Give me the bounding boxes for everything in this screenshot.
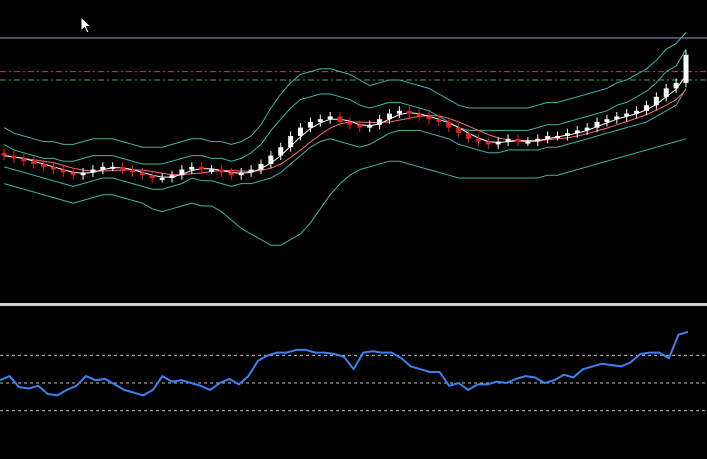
bull-candle bbox=[594, 122, 600, 128]
bear-candle bbox=[456, 127, 462, 134]
bull-candle bbox=[653, 96, 659, 106]
bear-candle bbox=[218, 169, 224, 173]
bear-candle bbox=[41, 164, 47, 167]
bull-candle bbox=[604, 119, 610, 122]
bear-candle bbox=[357, 124, 363, 128]
bear-candle bbox=[129, 169, 135, 173]
bull-candle bbox=[634, 110, 640, 114]
bull-candle bbox=[377, 119, 383, 125]
bull-candle bbox=[535, 138, 541, 142]
bull-candle bbox=[80, 172, 86, 176]
bull-candle bbox=[327, 116, 333, 120]
bull-candle bbox=[298, 127, 304, 136]
bear-candle bbox=[1, 152, 7, 156]
bear-candle bbox=[70, 172, 76, 176]
bull-candle bbox=[367, 124, 373, 128]
bull-candle bbox=[584, 127, 590, 131]
slow-moving-average-line bbox=[3, 89, 687, 176]
bear-candle bbox=[446, 122, 452, 128]
outer-band-line bbox=[3, 138, 687, 246]
bull-candle bbox=[268, 155, 274, 164]
bear-candle bbox=[120, 166, 126, 170]
bull-candle bbox=[169, 175, 175, 178]
oscillator-chart[interactable] bbox=[0, 306, 707, 459]
bull-candle bbox=[555, 136, 561, 138]
price-chart[interactable] bbox=[0, 0, 707, 303]
bear-candle bbox=[31, 161, 37, 164]
bull-candle bbox=[307, 122, 313, 128]
bear-candle bbox=[50, 166, 56, 170]
bull-candle bbox=[248, 169, 254, 173]
bear-candle bbox=[466, 133, 472, 139]
bear-candle bbox=[21, 158, 27, 162]
mouse-pointer-icon bbox=[80, 16, 92, 34]
bull-candle bbox=[614, 116, 620, 120]
bear-candle bbox=[60, 169, 66, 173]
bull-candle bbox=[189, 166, 195, 170]
bull-candle bbox=[564, 133, 570, 136]
moving-average-line bbox=[3, 75, 687, 178]
bear-candle bbox=[515, 138, 521, 142]
bull-candle bbox=[396, 110, 402, 114]
bull-candle bbox=[278, 147, 284, 156]
bear-candle bbox=[347, 122, 353, 125]
bull-candle bbox=[574, 130, 580, 134]
bull-candle bbox=[100, 166, 106, 170]
bull-candle bbox=[386, 113, 392, 120]
bull-candle bbox=[495, 141, 501, 145]
bull-candle bbox=[159, 178, 165, 180]
bull-candle bbox=[643, 105, 649, 111]
bull-candle bbox=[624, 113, 630, 117]
bull-candle bbox=[238, 172, 244, 176]
oscillator-line bbox=[0, 330, 689, 397]
inner-band-line bbox=[3, 88, 687, 190]
bull-candle bbox=[317, 119, 323, 122]
bear-candle bbox=[228, 172, 234, 176]
inner-band-line bbox=[3, 48, 687, 165]
bear-candle bbox=[475, 138, 481, 142]
bull-candle bbox=[90, 169, 96, 173]
bear-candle bbox=[139, 172, 145, 176]
bear-candle bbox=[426, 116, 432, 120]
bear-candle bbox=[337, 116, 343, 122]
bull-candle bbox=[288, 136, 294, 148]
bull-candle bbox=[545, 136, 551, 139]
price-pane[interactable] bbox=[0, 0, 707, 303]
bull-candle bbox=[179, 169, 185, 176]
bear-candle bbox=[485, 141, 491, 145]
bear-candle bbox=[406, 110, 412, 114]
bear-candle bbox=[416, 113, 422, 117]
bull-candle bbox=[110, 166, 116, 169]
bear-candle bbox=[11, 155, 17, 159]
bull-candle bbox=[663, 88, 669, 97]
bear-candle bbox=[436, 119, 442, 122]
bear-candle bbox=[199, 166, 205, 170]
bull-candle bbox=[683, 54, 689, 83]
bull-candle bbox=[209, 169, 215, 172]
oscillator-pane[interactable] bbox=[0, 306, 707, 459]
bull-candle bbox=[258, 164, 264, 170]
bull-candle bbox=[673, 82, 679, 89]
bull-candle bbox=[525, 141, 531, 144]
outer-band-line bbox=[3, 32, 687, 148]
bear-candle bbox=[149, 175, 155, 178]
pane-separator[interactable] bbox=[0, 303, 707, 306]
bull-candle bbox=[505, 138, 511, 142]
